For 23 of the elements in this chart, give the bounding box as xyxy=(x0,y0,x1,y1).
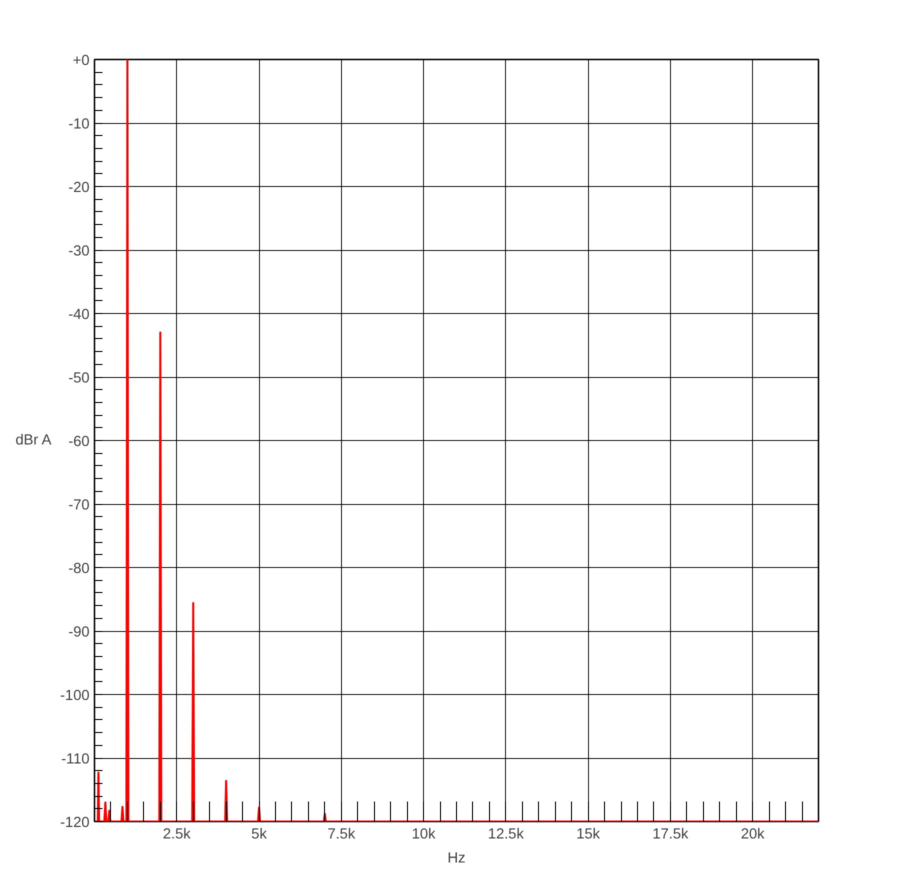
y-tick-label: -20 xyxy=(68,180,90,196)
y-tick-label: -30 xyxy=(68,244,90,260)
y-tick-label: -90 xyxy=(68,624,90,640)
y-tick-label: -120 xyxy=(60,815,90,831)
y-tick-label: -60 xyxy=(68,434,90,450)
y-tick-label: -40 xyxy=(68,307,90,323)
x-axis-title: Hz xyxy=(448,850,466,866)
x-tick-label: 5k xyxy=(251,826,268,842)
y-tick-label: -10 xyxy=(68,116,90,132)
x-tick-label: 7.5k xyxy=(327,826,356,842)
x-tick-label: 2.5k xyxy=(162,826,192,842)
y-tick-label: -80 xyxy=(68,561,90,577)
y-tick-label: -100 xyxy=(60,688,90,704)
y-tick-label: -50 xyxy=(68,370,90,386)
x-tick-label: 12.5k xyxy=(488,826,524,842)
y-axis-title: dBr A xyxy=(16,432,52,448)
y-tick-label: +0 xyxy=(72,53,90,69)
x-tick-label: 17.5k xyxy=(652,826,690,842)
y-tick-label: -70 xyxy=(68,498,90,514)
x-tick-label: 10k xyxy=(412,826,436,842)
y-tick-label: -110 xyxy=(61,752,90,768)
x-tick-label: 15k xyxy=(576,826,601,842)
x-tick-label: 20k xyxy=(740,826,766,842)
